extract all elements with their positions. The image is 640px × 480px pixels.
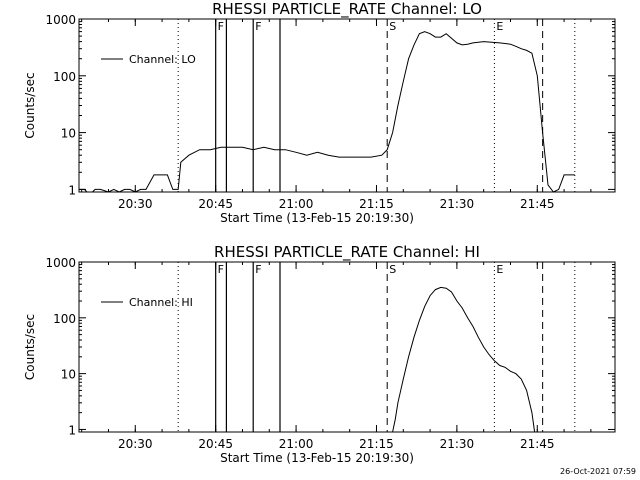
x-tick-label: 21:15 — [359, 437, 394, 451]
plot-frame — [78, 261, 616, 433]
x-tick-label: 21:30 — [440, 437, 475, 451]
x-axis-label: Start Time (13-Feb-15 20:19:30) — [220, 451, 414, 465]
marker-label: S — [389, 20, 396, 33]
y-tick-label: 100 — [53, 312, 76, 326]
y-tick-label: 10 — [61, 127, 76, 141]
chart-panel-2: RHESSI PARTICLE_RATE Channel: HI 20:30 20:… — [23, 243, 616, 465]
marker-label: F — [218, 20, 224, 33]
marker-label: E — [496, 20, 503, 33]
y-tick-label: 1000 — [45, 13, 76, 27]
x-tick-label: 21:00 — [279, 197, 314, 211]
x-tick-label: 21:45 — [520, 437, 555, 451]
marker-label: F — [218, 263, 224, 276]
legend-label: Channel: HI — [129, 296, 193, 309]
chart-panel-1: RHESSI PARTICLE_RATE Channel: LO 20:30 20:… — [23, 0, 616, 225]
legend-label: Channel: LO — [129, 53, 196, 66]
marker-label: F — [255, 20, 261, 33]
y-tick-label: 1 — [68, 423, 76, 437]
data-series-line — [79, 31, 575, 193]
x-tick-label: 20:45 — [198, 197, 233, 211]
y-tick-label: 100 — [53, 70, 76, 84]
chart-title: RHESSI PARTICLE_RATE Channel: HI — [214, 243, 480, 262]
data-series-line — [392, 286, 536, 433]
y-axis-label: Counts/sec — [23, 314, 37, 380]
x-tick-label: 21:45 — [520, 197, 555, 211]
x-tick-label: 20:45 — [198, 437, 233, 451]
marker-label: E — [496, 263, 503, 276]
plot-frame — [78, 18, 616, 193]
marker-label: S — [389, 263, 396, 276]
y-tick-label: 1000 — [45, 256, 76, 270]
x-tick-label: 21:15 — [359, 197, 394, 211]
y-tick-label: 10 — [61, 368, 76, 382]
x-tick-label: 20:30 — [118, 437, 153, 451]
y-axis-label: Counts/sec — [23, 72, 37, 138]
x-tick-label: 21:30 — [440, 197, 475, 211]
x-tick-label: 20:30 — [118, 197, 153, 211]
x-axis-label: Start Time (13-Feb-15 20:19:30) — [220, 211, 414, 225]
marker-label: F — [255, 263, 261, 276]
plot-timestamp: 26-Oct-2021 07:59 — [560, 467, 636, 476]
y-tick-label: 1 — [68, 183, 76, 197]
x-tick-label: 21:00 — [279, 437, 314, 451]
chart-title: RHESSI PARTICLE_RATE Channel: LO — [212, 0, 482, 19]
